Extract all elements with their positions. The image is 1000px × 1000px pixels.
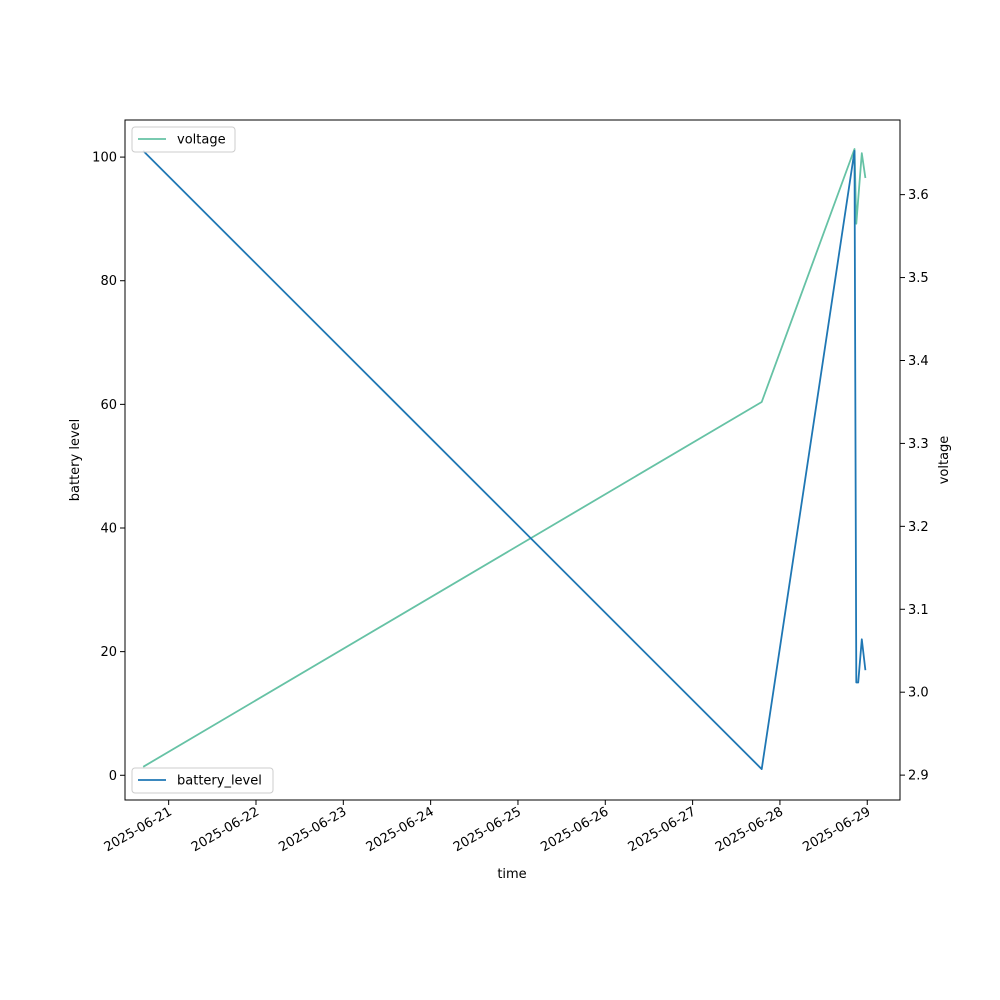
left-y-tick-label: 40 xyxy=(100,522,117,537)
x-tick-label: 2025-06-23 xyxy=(276,804,349,855)
x-tick-label: 2025-06-22 xyxy=(189,804,262,855)
left-y-tick-label: 60 xyxy=(100,398,117,413)
right-y-tick-label: 3.1 xyxy=(908,603,929,618)
right-y-tick-label: 3.0 xyxy=(908,686,929,701)
left-y-tick-label: 20 xyxy=(100,645,117,660)
plot-area xyxy=(124,119,901,801)
right-y-tick-label: 3.5 xyxy=(908,271,929,286)
x-tick-label: 2025-06-26 xyxy=(538,804,611,855)
right-y-tick-label: 3.3 xyxy=(908,437,929,452)
left-y-tick-label: 0 xyxy=(109,769,117,784)
right-y-tick-label: 3.4 xyxy=(908,354,929,369)
left-y-tick-label: 80 xyxy=(100,274,117,289)
left-y-tick-label: 100 xyxy=(92,151,117,166)
x-tick-label: 2025-06-27 xyxy=(626,804,699,855)
series-layer xyxy=(142,148,867,770)
legend-label-voltage: voltage xyxy=(177,133,226,148)
legend-label-battery-level: battery_level xyxy=(177,774,262,789)
x-tick-label: 2025-06-25 xyxy=(451,804,524,855)
right-y-axis-label: voltage xyxy=(937,436,952,485)
legend-voltage: voltage xyxy=(131,126,236,153)
x-axis-label: time xyxy=(497,867,526,882)
left-y-axis: 0 20 40 60 80 100 xyxy=(92,151,125,784)
right-y-tick-label: 3.2 xyxy=(908,520,929,535)
series-line-battery-level xyxy=(142,149,867,770)
legend-box xyxy=(131,767,274,794)
x-tick-label: 2025-06-24 xyxy=(364,804,437,855)
legend-battery-level: battery_level xyxy=(131,767,274,794)
x-tick-label: 2025-06-21 xyxy=(102,804,175,855)
right-y-axis: 2.9 3.0 3.1 3.2 3.3 3.4 3.5 3.6 xyxy=(900,188,929,784)
legend-box xyxy=(131,126,236,153)
left-y-axis-label: battery level xyxy=(68,419,83,502)
x-axis: 2025-06-21 2025-06-22 2025-06-23 2025-06-24… xyxy=(102,800,873,855)
x-tick-label: 2025-06-28 xyxy=(713,804,786,855)
right-y-tick-label: 2.9 xyxy=(908,769,929,784)
x-tick-label: 2025-06-29 xyxy=(800,804,873,855)
right-y-tick-label: 3.6 xyxy=(908,188,929,203)
